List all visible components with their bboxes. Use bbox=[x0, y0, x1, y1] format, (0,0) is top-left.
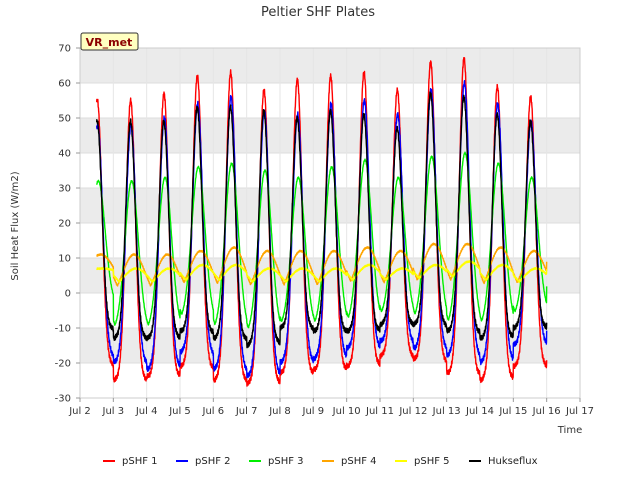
legend-label: pSHF 1 bbox=[122, 456, 158, 467]
x-axis-title: Time bbox=[557, 425, 582, 436]
x-tick-label: Jul 14 bbox=[465, 406, 494, 417]
series-line-pshf-4 bbox=[96, 242, 548, 287]
legend-label: pSHF 4 bbox=[341, 456, 377, 467]
x-tick-label: Jul 13 bbox=[432, 406, 461, 417]
y-tick-label: 40 bbox=[58, 149, 71, 160]
chart-title: Peltier SHF Plates bbox=[261, 5, 375, 20]
vr-met-badge-box bbox=[80, 32, 139, 51]
x-axis-ticks: Jul 2 Jul 3 Jul 4 Jul 5 Jul 6 Jul 7 Jul 8 Jul 9… bbox=[68, 398, 594, 417]
y-tick-label: 70 bbox=[58, 44, 71, 55]
vr-met-badge-label: VR_met bbox=[86, 36, 133, 49]
legend: pSHF 1 pSHF 2 pSHF 3 pSHF 4 pSHF 5 Hukseflux bbox=[103, 456, 538, 467]
x-tick-label: Jul 16 bbox=[532, 406, 561, 417]
y-tick-label: 30 bbox=[58, 184, 71, 195]
x-tick-label: Jul 12 bbox=[398, 406, 427, 417]
y-tick-label: -20 bbox=[55, 359, 71, 370]
y-tick-label: 0 bbox=[65, 289, 71, 300]
x-tick-label: Jul 17 bbox=[565, 406, 594, 417]
series-line-hukseflux bbox=[95, 91, 548, 349]
legend-label: pSHF 5 bbox=[414, 456, 450, 467]
x-tick-label: Jul 6 bbox=[202, 406, 225, 417]
x-tick-label: Jul 4 bbox=[135, 406, 158, 417]
x-tick-label: Jul 7 bbox=[235, 406, 258, 417]
band-40 bbox=[80, 118, 580, 153]
x-tick-label: Jul 15 bbox=[498, 406, 527, 417]
band-20 bbox=[80, 188, 580, 223]
y-axis-ticks: -30 -20 -10 0 10 20 30 40 50 60 70 bbox=[55, 44, 80, 405]
vr-met-badge: VR_met bbox=[80, 32, 139, 51]
y-axis-title: Soil Heat Flux (W/m2) bbox=[10, 171, 21, 280]
legend-label: pSHF 3 bbox=[268, 456, 304, 467]
y-tick-label: -30 bbox=[55, 394, 71, 405]
band--20 bbox=[80, 328, 580, 363]
y-tick-label: 20 bbox=[58, 219, 71, 230]
y-tick-label: 10 bbox=[58, 254, 71, 265]
x-tick-label: Jul 11 bbox=[365, 406, 394, 417]
x-tick-label: Jul 3 bbox=[102, 406, 125, 417]
x-tick-label: Jul 5 bbox=[168, 406, 191, 417]
y-tick-label: 50 bbox=[58, 114, 71, 125]
y-tick-label: 60 bbox=[58, 79, 71, 90]
band-0 bbox=[80, 258, 580, 293]
band--10 bbox=[80, 293, 580, 328]
legend-label: pSHF 2 bbox=[195, 456, 231, 467]
series-group bbox=[95, 56, 548, 387]
x-tick-label: Jul 8 bbox=[268, 406, 291, 417]
x-tick-label: Jul 2 bbox=[68, 406, 91, 417]
legend-label: Hukseflux bbox=[488, 456, 538, 467]
x-tick-label: Jul 9 bbox=[302, 406, 325, 417]
x-tick-label: Jul 10 bbox=[332, 406, 361, 417]
band--30 bbox=[80, 363, 580, 398]
y-tick-label: -10 bbox=[55, 324, 71, 335]
